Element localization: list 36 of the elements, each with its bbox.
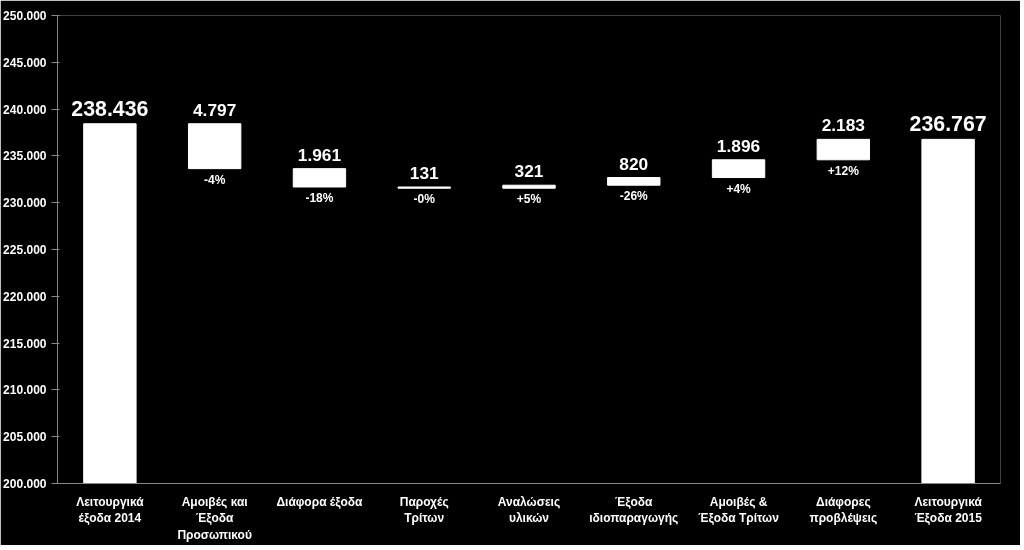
data-label: 2.183 bbox=[821, 115, 866, 136]
y-tick-label: 225.000 bbox=[3, 243, 47, 257]
y-tick-label: 215.000 bbox=[3, 336, 47, 351]
x-tick-label: Αναλώσεις υλικών bbox=[497, 494, 561, 526]
x-tick-label: Λειτουργικά Έξοδα 2015 bbox=[914, 494, 983, 526]
annotation: +12% bbox=[827, 163, 860, 178]
data-label: 1.961 bbox=[297, 144, 342, 165]
annotation: -18% bbox=[305, 190, 334, 205]
data-label: 1.896 bbox=[716, 135, 761, 156]
y-tick-label: 235.000 bbox=[3, 149, 47, 164]
y-tick-label: 220.000 bbox=[3, 289, 47, 304]
y-tick-label: 200.000 bbox=[3, 477, 47, 491]
annotation: +5% bbox=[516, 192, 542, 207]
x-tick-label: Παροχές Τρίτων bbox=[399, 494, 449, 526]
annotation: -0% bbox=[413, 192, 436, 207]
annotation: -4% bbox=[204, 172, 226, 187]
data-label: 131 bbox=[409, 162, 440, 183]
x-tick-label: Έξοδα ιδιοπαραγωγής bbox=[589, 494, 679, 526]
y-tick-label: 250.000 bbox=[3, 9, 47, 23]
x-tick-label: Λειτουργικά έξοδα 2014 bbox=[76, 494, 145, 526]
data-label: 236.767 bbox=[909, 112, 987, 137]
x-tick-label: Διάφορες προβλέψεις bbox=[809, 494, 878, 526]
y-tick-label: 240.000 bbox=[3, 102, 47, 117]
data-label: 238.436 bbox=[71, 96, 149, 121]
data-label: 321 bbox=[514, 161, 544, 182]
annotation: +4% bbox=[726, 181, 752, 196]
data-label: 820 bbox=[619, 153, 649, 174]
x-tick-label: Διάφορα έξοδα bbox=[276, 494, 364, 509]
y-tick-label: 245.000 bbox=[3, 55, 47, 70]
data-label: 4.797 bbox=[192, 99, 237, 120]
y-tick-label: 210.000 bbox=[3, 383, 47, 398]
x-tick-label: Αμοιβές & Έξοδα Τρίτων bbox=[698, 494, 780, 526]
x-tick-label: Αμοιβές και Έξοδα Προσωπικού bbox=[177, 494, 252, 543]
annotation: -26% bbox=[619, 189, 649, 204]
y-tick-label: 205.000 bbox=[3, 430, 47, 445]
y-tick-label: 230.000 bbox=[3, 196, 47, 211]
